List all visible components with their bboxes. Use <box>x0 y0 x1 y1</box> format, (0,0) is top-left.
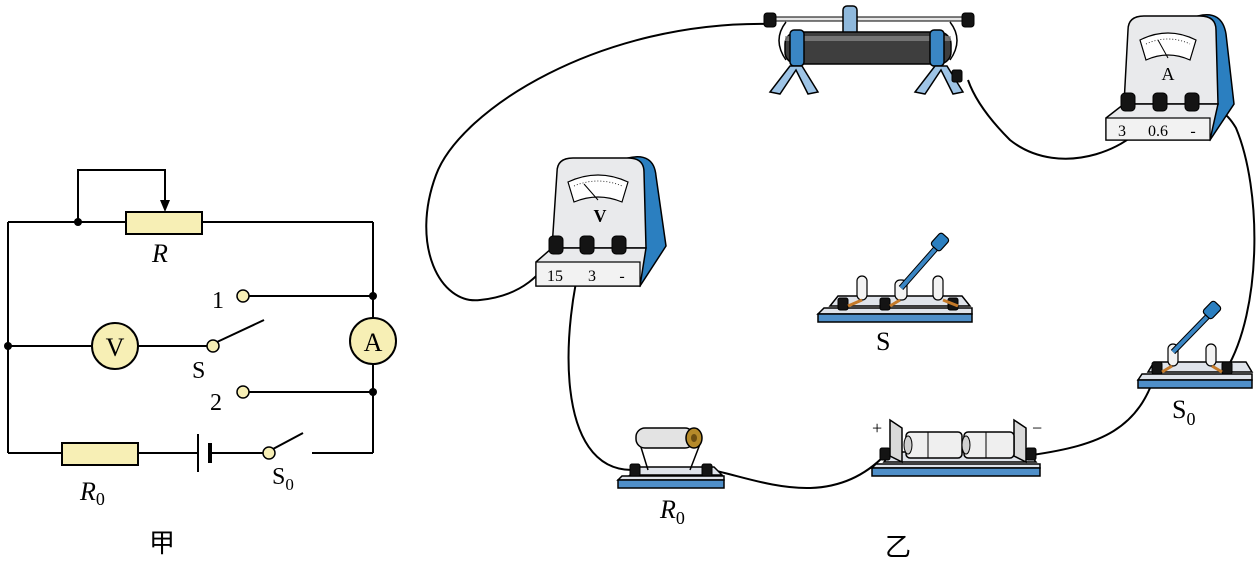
wire-s0-to-ammeter <box>1189 103 1256 371</box>
battery-plate-left <box>889 418 903 464</box>
knife-switch-s0 <box>1136 300 1254 389</box>
caption-yi: 乙 <box>885 533 911 563</box>
r0-label: R0 <box>79 477 105 509</box>
voltmeter-letter: V <box>106 333 125 362</box>
rheostat-slider-wire <box>77 169 166 222</box>
rheostat-end-right <box>929 29 945 67</box>
battery-minus-label: − <box>1032 418 1042 438</box>
junction-top-left <box>74 218 82 226</box>
switch-s-label: S <box>192 358 205 384</box>
voltmeter-terminal-15 <box>548 235 564 255</box>
schematic-jia: A V S 1 2 R R0 S0 甲 <box>4 169 397 559</box>
ammeter-terminal-neg <box>1184 92 1200 112</box>
battery-cell-2 <box>963 431 1015 459</box>
rheostat-stand-left <box>768 65 820 95</box>
rheostat-stand-right <box>913 65 965 95</box>
voltmeter-device-letter: V <box>594 206 607 226</box>
apparatus-yi: A 3 0.6 - V 15 3 - <box>425 5 1256 563</box>
battery-plate-right <box>1013 418 1027 464</box>
ammeter-terminal-label-neg: - <box>1190 123 1195 140</box>
wire-r0-to-battery <box>711 454 886 489</box>
switch-s0-blade <box>272 432 304 450</box>
battery-plus-label: + <box>872 418 882 438</box>
rheostat-terminal-right <box>961 12 975 28</box>
ammeter-symbol <box>349 317 397 365</box>
knife-switch-s <box>816 232 973 323</box>
voltmeter-terminal-3 <box>579 235 595 255</box>
slider-arrow <box>160 200 170 212</box>
resistor-r0-device <box>616 427 725 489</box>
switch-s-device-label: S <box>876 327 890 356</box>
contact-1 <box>236 289 250 303</box>
rheostat-end-left <box>789 29 805 67</box>
rheostat-label: R <box>151 239 168 268</box>
ammeter-terminal-label-3: 3 <box>1118 123 1126 140</box>
ammeter-terminal-0.6 <box>1152 92 1168 112</box>
battery-cell-1 <box>905 431 963 459</box>
caption-jia: 甲 <box>149 529 175 559</box>
voltmeter-terminal-label-3: 3 <box>588 268 596 285</box>
contact-2-label: 2 <box>210 390 222 416</box>
switch-s0-pivot <box>262 446 276 460</box>
voltmeter-device: V 15 3 - <box>535 156 667 288</box>
resistor-r0-device-label: R0 <box>659 495 685 528</box>
switch-s0-device-label: S0 <box>1172 395 1195 429</box>
switch-s-blade <box>216 319 265 343</box>
battery-box <box>870 418 1041 477</box>
rheostat-r <box>125 211 203 235</box>
ammeter-terminal-3 <box>1120 92 1136 112</box>
s0-label: S0 <box>272 464 294 494</box>
ammeter-letter: A <box>364 328 383 357</box>
wire-rheostat-to-voltmeter <box>425 22 773 302</box>
voltmeter-terminal-label-15: 15 <box>547 268 563 285</box>
voltmeter-terminal-label-neg: - <box>619 268 624 285</box>
fixed-resistor-r0 <box>61 442 139 466</box>
switch-s-pivot <box>206 339 220 353</box>
contact-2 <box>236 385 250 399</box>
sliding-rheostat <box>763 5 975 95</box>
voltmeter-terminal-neg <box>611 235 627 255</box>
rheostat-terminal-left <box>763 12 777 28</box>
contact-1-label: 1 <box>212 288 224 314</box>
ammeter-device-letter: A <box>1162 64 1175 84</box>
ammeter-terminal-label-0.6: 0.6 <box>1148 123 1168 140</box>
ammeter-device: A 3 0.6 - <box>1105 14 1235 142</box>
